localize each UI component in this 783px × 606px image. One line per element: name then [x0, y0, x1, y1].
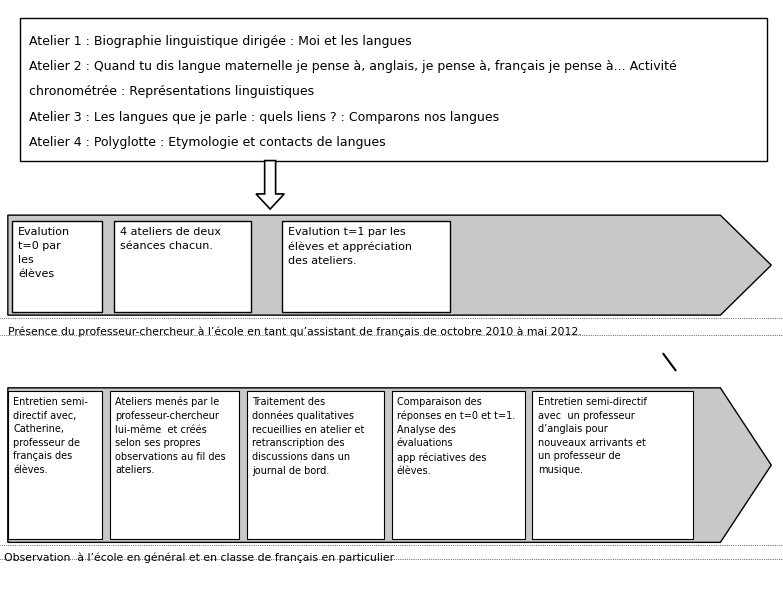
Text: Comparaison des
réponses en t=0 et t=1.
Analyse des
évaluations
app réciatives d: Comparaison des réponses en t=0 et t=1. …	[397, 397, 515, 476]
Bar	[12, 221, 102, 312]
Text: Observation  à l’école en général et en classe de français en particulier: Observation à l’école en général et en c…	[4, 553, 394, 563]
Bar	[247, 391, 384, 539]
Text: Atelier 2 : Quand tu dis langue maternelle je pense à, anglais, je pense à, fran: Atelier 2 : Quand tu dis langue maternel…	[29, 60, 677, 73]
Text: Traitement des
données qualitatives
recueillies en atelier et
retranscription de: Traitement des données qualitatives recu…	[252, 397, 365, 476]
Polygon shape	[256, 161, 284, 209]
Text: Entretien semi-directif
avec  un professeur
d’anglais pour
nouveaux arrivants et: Entretien semi-directif avec un professe…	[538, 397, 647, 475]
Bar	[282, 221, 450, 312]
Text: Evalution
t=0 par
les
élèves: Evalution t=0 par les élèves	[18, 227, 70, 279]
Polygon shape	[8, 215, 771, 315]
Text: Evalution t=1 par les
élèves et appréciation
des ateliers.: Evalution t=1 par les élèves et apprécia…	[288, 227, 412, 266]
Bar	[110, 391, 239, 539]
Text: Atelier 4 : Polyglotte : Etymologie et contacts de langues: Atelier 4 : Polyglotte : Etymologie et c…	[29, 136, 385, 149]
Text: Entretien semi-
directif avec,
Catherine,
professeur de
français des
élèves.: Entretien semi- directif avec, Catherine…	[13, 397, 88, 475]
Bar	[114, 221, 251, 312]
Text: Ateliers menés par le
professeur-chercheur
lui-même  et créés
selon ses propres
: Ateliers menés par le professeur-cherche…	[115, 397, 226, 476]
Text: Présence du professeur-chercheur à l’école en tant qu’assistant de français de o: Présence du professeur-chercheur à l’éco…	[8, 326, 582, 336]
Text: 4 ateliers de deux
séances chacun.: 4 ateliers de deux séances chacun.	[120, 227, 221, 251]
Text: Atelier 1 : Biographie linguistique dirigée : Moi et les langues: Atelier 1 : Biographie linguistique diri…	[29, 35, 412, 47]
Bar	[20, 18, 767, 161]
Bar	[8, 391, 102, 539]
Polygon shape	[8, 388, 771, 542]
Text: chronométrée : Représentations linguistiques: chronométrée : Représentations linguisti…	[29, 85, 314, 98]
Bar	[392, 391, 525, 539]
Bar	[532, 391, 693, 539]
Text: Atelier 3 : Les langues que je parle : quels liens ? : Comparons nos langues: Atelier 3 : Les langues que je parle : q…	[29, 111, 499, 124]
